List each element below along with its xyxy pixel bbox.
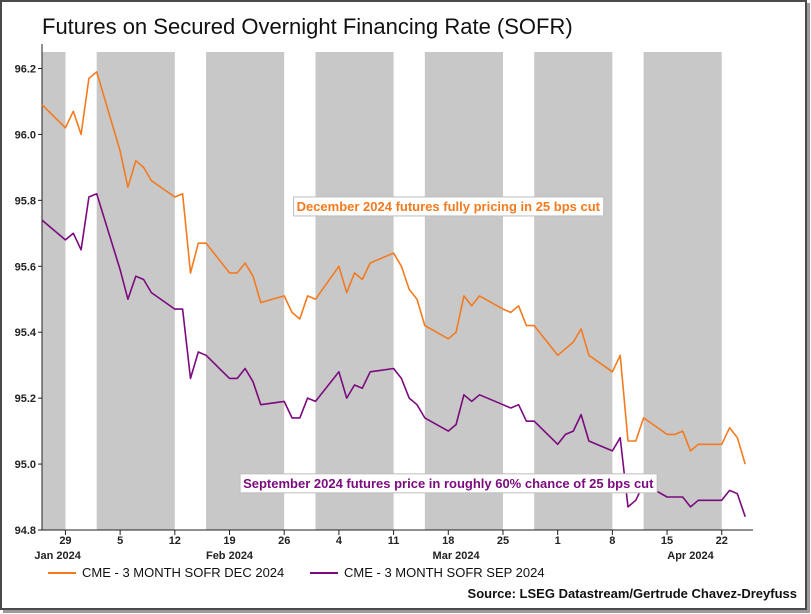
- shaded-week-1: [96, 52, 175, 530]
- x-tick-label: 18: [442, 535, 454, 547]
- x-tick-label: 19: [223, 535, 235, 547]
- x-tick-label: 25: [497, 535, 509, 547]
- y-ticks: 96.2 96.0 95.8 95.6 95.4 95.2 95.0 94.8: [15, 63, 42, 537]
- series-line-1: [41, 193, 746, 518]
- x-tick-label: 1: [555, 535, 561, 547]
- y-tick-label: 95.8: [15, 195, 36, 207]
- x-month-label: Jan 2024: [34, 550, 81, 562]
- x-tick-label: 15: [661, 535, 673, 547]
- legend-label-sep: CME - 3 MONTH SOFR SEP 2024: [344, 565, 545, 580]
- annotation-text-0: December 2024 futures fully pricing in 2…: [297, 199, 601, 214]
- x-tick-label: 8: [609, 535, 615, 547]
- annotations: December 2024 futures fully pricing in 2…: [239, 196, 658, 494]
- annotation-box-0: [293, 196, 605, 217]
- legend-swatch-dec: [48, 571, 76, 574]
- shaded-week-6: [643, 52, 722, 530]
- annotation-box-1: [239, 473, 658, 494]
- y-tick-label: 95.6: [15, 261, 36, 273]
- y-tick-label: 95.0: [15, 459, 36, 471]
- x-tick-label: 5: [117, 535, 123, 547]
- x-month-label: Apr 2024: [667, 550, 714, 562]
- series-line-0: [41, 71, 746, 465]
- x-tick-label: 29: [59, 535, 71, 547]
- source-note: Source: LSEG Datastream/Gertrude Chavez-…: [467, 586, 797, 601]
- y-tick-label: 94.8: [15, 525, 36, 537]
- y-tick-label: 95.2: [15, 393, 36, 405]
- x-tick-label: 22: [716, 535, 728, 547]
- chart-title: Futures on Secured Overnight Financing R…: [42, 14, 573, 39]
- y-tick-label: 95.4: [15, 327, 37, 339]
- shaded-week-4: [424, 52, 503, 530]
- shaded-weeks: [42, 52, 722, 530]
- shaded-week-5: [534, 52, 613, 530]
- x-tick-label: 4: [336, 535, 343, 547]
- legend-label-dec: CME - 3 MONTH SOFR DEC 2024: [82, 565, 285, 580]
- shaded-week-3: [315, 52, 394, 530]
- x-tick-label: 26: [278, 535, 290, 547]
- annotation-text-1: September 2024 futures price in roughly …: [243, 476, 654, 491]
- series-lines: [41, 71, 746, 518]
- x-tick-label: 11: [388, 535, 400, 547]
- x-month-label: Mar 2024: [433, 550, 481, 562]
- shaded-week-2: [206, 52, 285, 530]
- y-tick-label: 96.0: [15, 129, 36, 141]
- legend-item-sep: CME - 3 MONTH SOFR SEP 2024: [310, 565, 545, 580]
- x-month-label: Feb 2024: [206, 550, 254, 562]
- y-tick-label: 96.2: [15, 63, 36, 75]
- x-tick-label: 12: [169, 535, 181, 547]
- legend-swatch-sep: [310, 571, 338, 574]
- shaded-week-0: [42, 52, 66, 530]
- legend-item-dec: CME - 3 MONTH SOFR DEC 2024: [48, 565, 284, 580]
